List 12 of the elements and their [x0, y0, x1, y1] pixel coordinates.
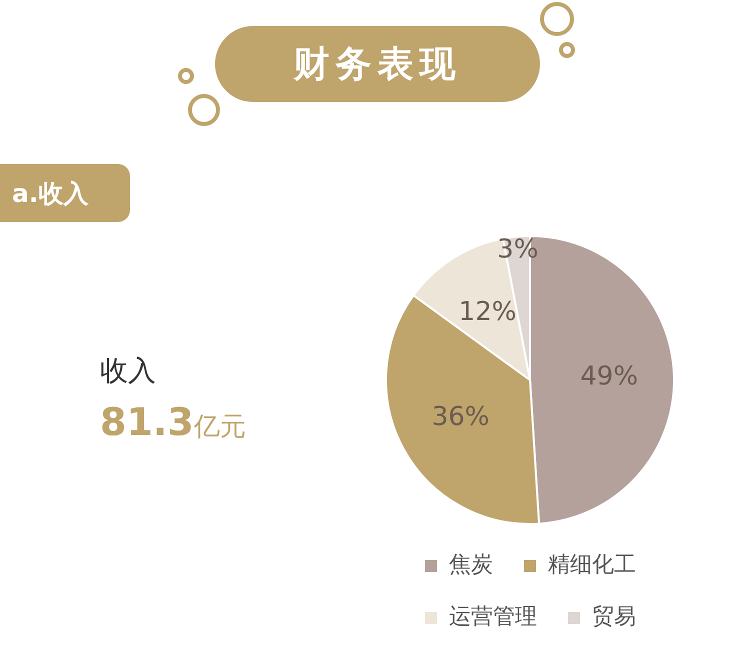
chart-title: 财务表现: [215, 26, 540, 102]
data-label: 12%: [458, 296, 516, 327]
legend-label: 焦炭: [449, 552, 493, 578]
legend-label: 精细化工: [548, 552, 636, 578]
legend-label: 运营管理: [449, 604, 537, 630]
data-label: 3%: [497, 234, 538, 265]
legend-label: 贸易: [592, 604, 636, 630]
data-label: 36%: [432, 402, 490, 432]
text: 收入: [100, 353, 156, 389]
data-label: 49%: [580, 361, 638, 392]
text: a.收入: [0, 164, 130, 222]
text: 81.3亿元: [100, 400, 246, 444]
